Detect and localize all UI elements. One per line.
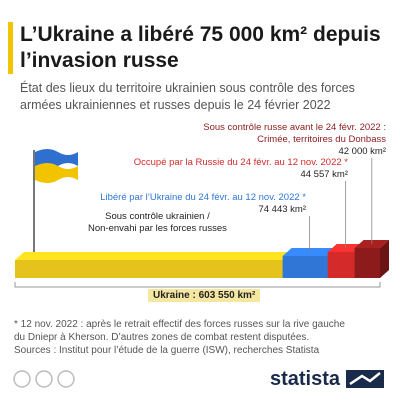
footnote: * 12 nov. 2022 : après le retrait effect… bbox=[14, 319, 345, 343]
bar-top bbox=[15, 252, 292, 260]
segment-label: Libéré par l’Ukraine du 24 févr. au 12 n… bbox=[100, 192, 306, 203]
segment-label: Sous contrôle russe avant le 24 févr. 20… bbox=[203, 122, 386, 145]
total-label: Ukraine : 603 550 km² bbox=[148, 289, 261, 302]
license-icons bbox=[13, 370, 75, 388]
bar-side bbox=[380, 240, 389, 278]
title: L’Ukraine a libéré 75 000 km² depuis l’i… bbox=[20, 23, 381, 72]
flag-bottom bbox=[35, 163, 78, 183]
subtitle: État des lieux du territoire ukrainien s… bbox=[20, 81, 355, 112]
value-label: 74 443 km² bbox=[258, 204, 306, 215]
value-label: 42 000 km² bbox=[338, 146, 386, 157]
total-bracket bbox=[14, 282, 381, 288]
bar bbox=[15, 260, 283, 278]
title-accent bbox=[8, 22, 13, 74]
segment-label: Occupé par la Russie du 24 févr. au 12 n… bbox=[133, 157, 348, 168]
logo-mark-line bbox=[349, 372, 381, 386]
bar bbox=[354, 248, 380, 278]
bar bbox=[327, 252, 355, 278]
value-label: 44 557 km² bbox=[300, 169, 348, 180]
bar bbox=[282, 256, 328, 278]
segment-label: Sous contrôle ukrainien / Non-envahi par… bbox=[88, 211, 227, 234]
source: Sources : Institut pour l’étude de la gu… bbox=[14, 345, 320, 356]
logo: statista bbox=[270, 368, 341, 390]
